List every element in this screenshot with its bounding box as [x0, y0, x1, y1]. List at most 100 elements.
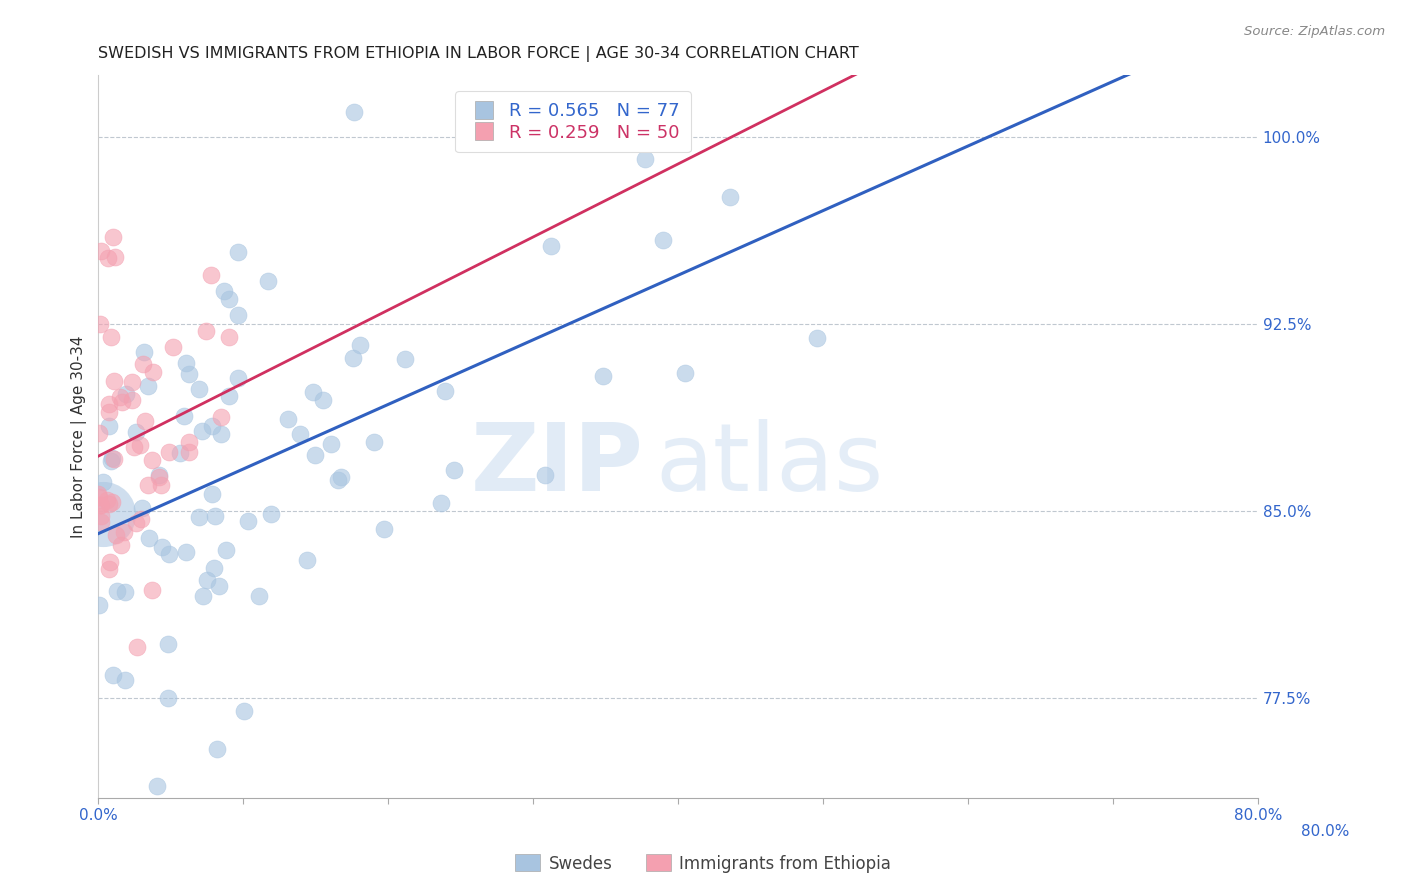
Point [112, 524, 135, 539]
Point [177, 368, 200, 382]
Point [132, 344, 155, 359]
Point [326, 473, 349, 487]
Point [208, 579, 231, 593]
Point [125, 425, 148, 439]
Point [97, 419, 120, 434]
Point [150, 541, 173, 555]
Point [103, 451, 125, 466]
Point [290, 427, 312, 442]
Point [233, 704, 256, 718]
Point [218, 389, 240, 403]
Point [121, 392, 143, 407]
Point [134, 414, 156, 428]
Point [202, 561, 225, 575]
Point [125, 640, 148, 655]
Point [142, 365, 165, 379]
Point [434, 384, 457, 398]
Point [209, 426, 232, 441]
Point [89, 498, 111, 512]
Point [90, 509, 112, 524]
Text: Source: ZipAtlas.com: Source: ZipAtlas.com [1244, 25, 1385, 38]
Point [373, 522, 395, 536]
Point [98, 562, 121, 576]
Point [103, 668, 125, 682]
Point [195, 324, 218, 338]
Point [312, 393, 335, 408]
Point [187, 510, 209, 524]
Point [430, 496, 453, 510]
Point [195, 574, 218, 588]
Point [91, 475, 114, 489]
Point [228, 245, 250, 260]
Point [110, 390, 132, 404]
Point [277, 412, 299, 426]
Point [342, 351, 364, 366]
Text: atlas: atlas [655, 419, 883, 511]
Point [363, 434, 385, 449]
Point [96, 493, 118, 508]
Point [218, 330, 240, 344]
Point [132, 357, 155, 371]
Point [634, 153, 657, 167]
Point [173, 409, 195, 423]
Point [101, 450, 124, 465]
Point [131, 500, 153, 515]
Text: ZIP: ZIP [471, 419, 644, 511]
Point [301, 385, 323, 400]
Text: SWEDISH VS IMMIGRANTS FROM ETHIOPIA IN LABOR FORCE | AGE 30-34 CORRELATION CHART: SWEDISH VS IMMIGRANTS FROM ETHIOPIA IN L… [98, 46, 859, 62]
Point [673, 366, 696, 380]
Point [89, 318, 111, 332]
Point [103, 374, 125, 388]
Point [148, 468, 170, 483]
Point [97, 252, 120, 266]
Point [138, 531, 160, 545]
Point [98, 555, 121, 569]
Legend: R = 0.565   N = 77, R = 0.259   N = 50: R = 0.565 N = 77, R = 0.259 N = 50 [456, 91, 690, 153]
Point [87, 598, 110, 612]
Point [169, 446, 191, 460]
Point [114, 585, 136, 599]
Point [101, 230, 124, 244]
Point [718, 190, 741, 204]
Point [136, 379, 159, 393]
Point [174, 545, 197, 559]
Point [104, 250, 127, 264]
Point [124, 440, 146, 454]
Point [136, 478, 159, 492]
Point [105, 584, 128, 599]
Point [394, 351, 416, 366]
Point [162, 340, 184, 354]
Point [87, 490, 110, 504]
Point [97, 497, 120, 511]
Point [157, 547, 180, 561]
Point [201, 419, 224, 434]
Point [540, 238, 562, 252]
Point [141, 453, 163, 467]
Point [148, 469, 170, 483]
Y-axis label: In Labor Force | Age 30-34: In Labor Force | Age 30-34 [72, 335, 87, 538]
Point [256, 274, 278, 288]
Point [104, 528, 127, 542]
Point [226, 308, 249, 322]
Point [115, 387, 138, 401]
Point [260, 508, 283, 522]
Point [652, 233, 675, 247]
Point [150, 478, 173, 492]
Point [87, 425, 110, 440]
Point [156, 637, 179, 651]
Point [131, 512, 153, 526]
Legend: Swedes, Immigrants from Ethiopia: Swedes, Immigrants from Ethiopia [509, 847, 897, 880]
Point [212, 284, 235, 298]
Point [114, 673, 136, 687]
Point [533, 467, 555, 482]
Point [329, 469, 352, 483]
Point [190, 424, 212, 438]
Point [218, 293, 240, 307]
Point [304, 448, 326, 462]
Point [177, 445, 200, 459]
Point [101, 494, 124, 508]
Point [226, 371, 249, 385]
Point [146, 779, 169, 793]
Point [174, 356, 197, 370]
Point [157, 444, 180, 458]
